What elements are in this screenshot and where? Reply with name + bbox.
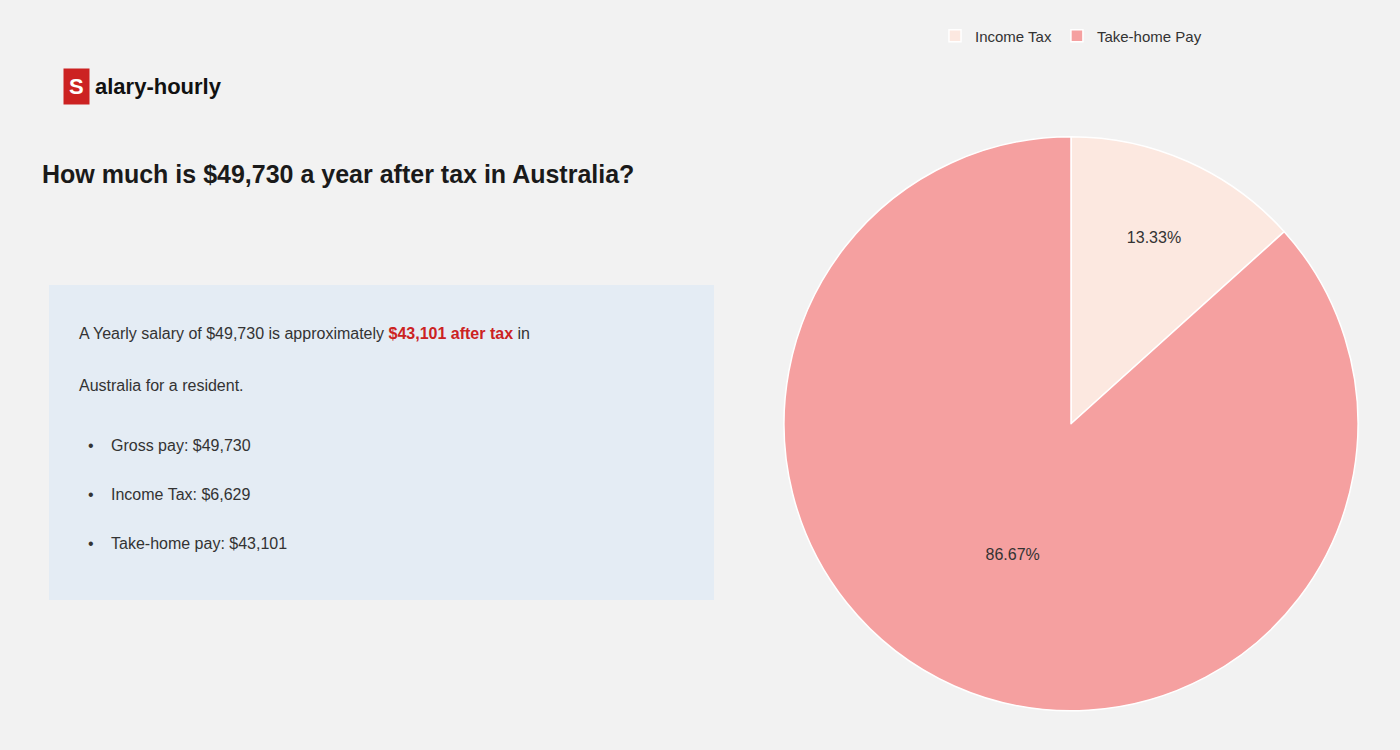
svg-text:Australia for a resident.: Australia for a resident. <box>79 377 244 394</box>
svg-text:alary-hourly: alary-hourly <box>95 74 222 99</box>
svg-text:•: • <box>88 535 94 552</box>
svg-text:•: • <box>88 437 94 454</box>
svg-text:How much is $49,730 a year aft: How much is $49,730 a year after tax in … <box>42 160 634 188</box>
svg-text:Take-home pay: $43,101: Take-home pay: $43,101 <box>111 535 287 552</box>
svg-text:S: S <box>69 74 84 99</box>
svg-text:Income Tax: Income Tax <box>975 28 1052 45</box>
svg-text:86.67%: 86.67% <box>986 546 1040 563</box>
svg-text:A Yearly salary of $49,730 is: A Yearly salary of $49,730 is approximat… <box>79 325 530 342</box>
svg-text:Income Tax: $6,629: Income Tax: $6,629 <box>111 486 250 503</box>
svg-text:Take-home Pay: Take-home Pay <box>1097 28 1202 45</box>
svg-text:Gross pay: $49,730: Gross pay: $49,730 <box>111 437 251 454</box>
svg-text:•: • <box>88 486 94 503</box>
svg-text:13.33%: 13.33% <box>1127 229 1181 246</box>
